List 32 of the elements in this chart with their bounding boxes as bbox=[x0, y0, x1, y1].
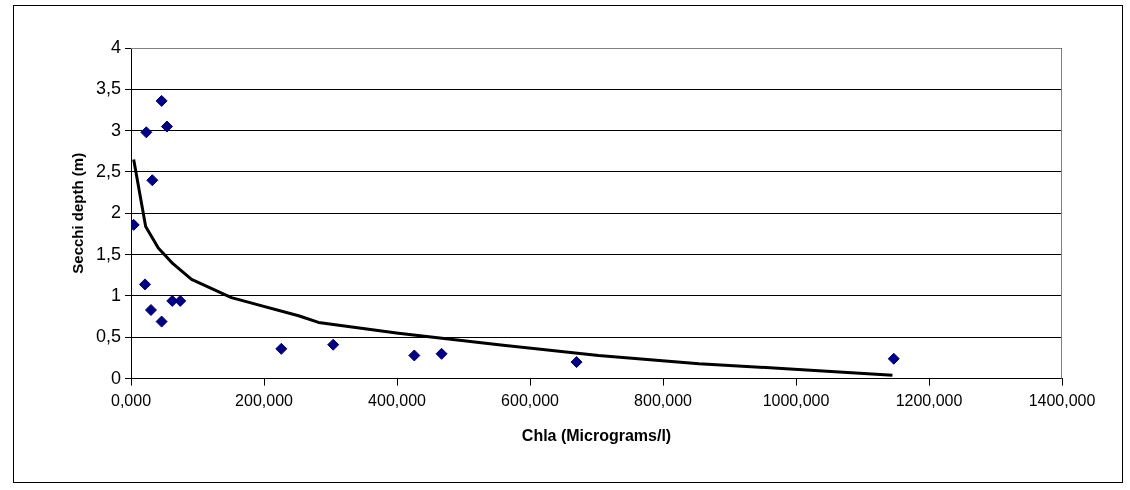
point bbox=[155, 94, 168, 107]
y-tick-label: 2,5 bbox=[95, 160, 122, 181]
point bbox=[144, 304, 157, 316]
point bbox=[140, 126, 153, 139]
y-tick-label: 4 bbox=[111, 36, 122, 57]
x-axis-title: Chla (Micrograms/l) bbox=[521, 426, 672, 444]
y-axis-title: Secchi depth (m) bbox=[69, 152, 87, 274]
point bbox=[160, 120, 173, 133]
y-tick-label: 3 bbox=[111, 119, 122, 140]
point bbox=[327, 338, 340, 351]
point bbox=[138, 278, 151, 291]
point bbox=[146, 174, 159, 187]
y-tick-label: 0,5 bbox=[95, 326, 122, 347]
point bbox=[155, 315, 168, 328]
y-tick-label: 2 bbox=[111, 202, 122, 223]
x-tick-label: 600,000 bbox=[501, 391, 560, 409]
y-tick-label: 0 bbox=[111, 367, 122, 388]
x-tick-label: 1000,000 bbox=[762, 391, 830, 409]
x-tick-label: 1400,000 bbox=[1028, 391, 1096, 409]
x-tick-label: 200,000 bbox=[235, 391, 294, 409]
x-tick-label: 0,000 bbox=[111, 391, 152, 409]
point bbox=[887, 352, 900, 365]
point bbox=[408, 349, 421, 362]
y-tick-label: 3,5 bbox=[95, 78, 122, 99]
point bbox=[275, 342, 288, 355]
y-tick-label: 1 bbox=[111, 284, 122, 305]
point bbox=[570, 356, 583, 369]
x-tick-label: 800,000 bbox=[634, 391, 693, 409]
point bbox=[435, 347, 448, 360]
x-tick-label: 1200,000 bbox=[895, 391, 963, 409]
x-tick-label: 400,000 bbox=[368, 391, 427, 409]
y-tick-label: 1,5 bbox=[95, 243, 122, 264]
